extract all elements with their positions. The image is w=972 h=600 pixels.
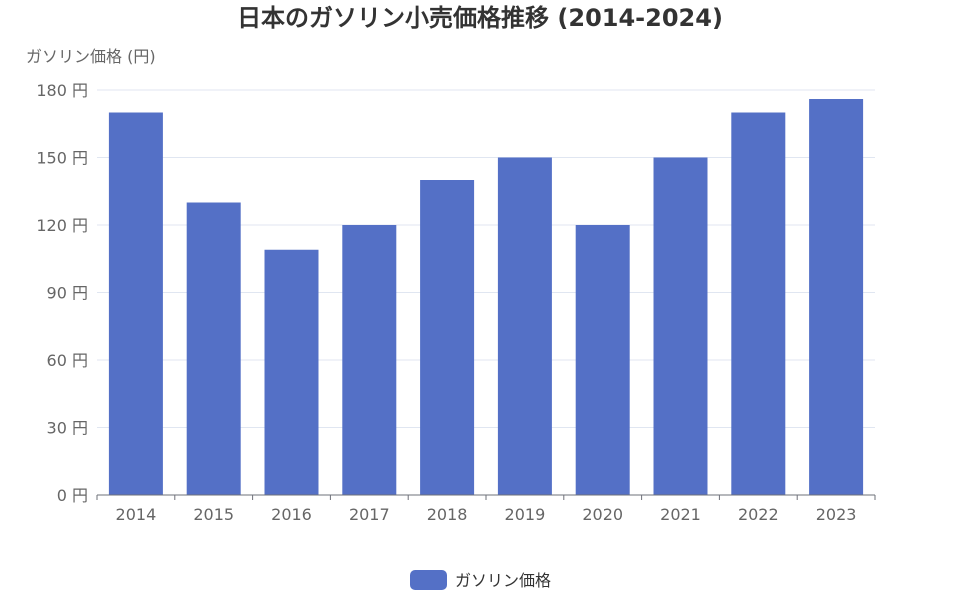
bar-2014[interactable] (108, 112, 163, 496)
x-tick-label: 2017 (349, 505, 390, 524)
x-tick-label: 2018 (427, 505, 468, 524)
y-tick-label: 0 円 (57, 486, 88, 505)
axes: 0 円 30 円 60 円 90 円 120 円 150 円 180 円 2014 2015 20… (36, 81, 876, 524)
x-tick-label: 2022 (738, 505, 779, 524)
bar-2016[interactable] (264, 249, 319, 495)
bar-2015[interactable] (186, 202, 241, 496)
x-tick-label: 2021 (660, 505, 701, 524)
chart-title: 日本のガソリン小売価格推移 (2014-2024) (237, 4, 723, 32)
x-tick-label: 2016 (271, 505, 312, 524)
bar-2018[interactable] (420, 180, 475, 495)
x-tick-label: 2023 (816, 505, 857, 524)
y-tick-label: 180 円 (36, 81, 88, 100)
bar-2017[interactable] (342, 225, 397, 495)
y-axis-label: ガソリン価格 (円) (26, 47, 156, 66)
legend-swatch[interactable] (410, 570, 447, 590)
x-tick-label: 2020 (582, 505, 623, 524)
bar-2023[interactable] (809, 99, 864, 495)
y-tick-label: 60 円 (47, 351, 88, 370)
legend[interactable]: ガソリン価格 (410, 570, 551, 590)
y-tick-label: 120 円 (36, 216, 88, 235)
legend-label[interactable]: ガソリン価格 (455, 571, 551, 590)
bar-2019[interactable] (497, 157, 552, 496)
x-tick-label: 2019 (505, 505, 546, 524)
bar-2022[interactable] (731, 112, 786, 496)
bars (108, 99, 864, 496)
bar-2020[interactable] (575, 225, 630, 495)
x-tick-label: 2014 (116, 505, 157, 524)
y-tick-label: 90 円 (47, 284, 88, 303)
y-tick-label: 30 円 (47, 419, 88, 438)
x-tick-label: 2015 (193, 505, 234, 524)
y-tick-label: 150 円 (36, 149, 88, 168)
bar-2021[interactable] (653, 157, 708, 496)
